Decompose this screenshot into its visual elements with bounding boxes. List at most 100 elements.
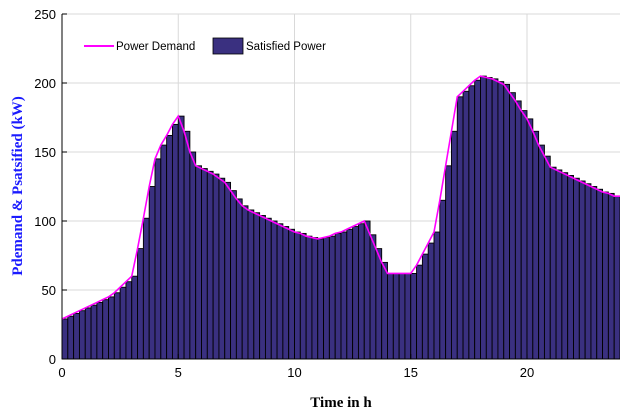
satisfied-power-bar [276,223,284,360]
y-tick-label: 150 [34,145,56,160]
satisfied-power-bar [503,83,511,360]
satisfied-power-bar [445,165,452,360]
satisfied-power-bar [148,186,156,360]
satisfied-power-bar [387,272,394,360]
satisfied-power-bar [311,237,319,360]
satisfied-power-bar [474,79,481,360]
satisfied-power-bar [212,173,220,360]
satisfied-power-bar [363,220,371,360]
satisfied-power-bar [607,192,615,360]
satisfied-power-bar [462,90,470,360]
y-tick-label: 100 [34,214,56,229]
satisfied-power-bar [323,237,330,360]
satisfied-power-bar [299,232,307,360]
satisfied-power-bar [520,110,528,360]
satisfied-power-bar [613,195,620,360]
satisfied-power-bar [270,220,278,360]
satisfied-power-bar [230,190,237,360]
satisfied-power-bar [305,235,313,360]
power-demand-line-layer [61,75,620,320]
y-tick-label: 50 [42,283,56,298]
satisfied-power-bar [480,75,487,360]
satisfied-power-bar [102,299,109,360]
satisfied-power-bar [247,209,255,360]
satisfied-power-bar [375,248,383,360]
satisfied-power-bar [125,281,133,360]
satisfied-power-bar [294,231,301,360]
legend-label-power-demand: Power Demand [116,41,195,53]
satisfied-power-bar [497,81,505,360]
satisfied-power-bar [259,215,266,360]
satisfied-power-bar [189,151,197,360]
satisfied-power-bar [218,177,226,360]
satisfied-power-bar [142,217,150,360]
satisfied-power-bar [369,234,377,360]
satisfied-power-bar [346,228,354,360]
satisfied-power-bar [177,115,185,360]
satisfied-power-bar [67,315,75,360]
satisfied-power-bar [392,272,400,360]
satisfied-power-bar [398,272,406,360]
satisfied-power-bar [195,165,202,360]
tick-labels: 0 50 100 150 200 250 0 5 10 15 20 [34,7,534,380]
satisfied-power-bar [549,166,557,360]
satisfied-power-bar [468,85,476,360]
satisfied-power-bar [410,272,418,360]
satisfied-power-bar [340,231,348,360]
satisfied-power-bar [509,92,516,360]
x-axis-title: Time in h [310,395,372,411]
satisfied-power-bar [328,235,336,360]
satisfied-power-bar [73,313,80,360]
satisfied-power-bar [357,223,365,360]
satisfied-power-bar [543,155,551,360]
satisfied-power-bar [602,191,609,360]
satisfied-power-bar [421,253,429,360]
satisfied-power-bar [381,261,388,360]
satisfied-power-bar [108,296,115,360]
satisfied-power-bar [90,304,98,360]
satisfied-power-bar [427,242,435,360]
x-tick-label: 20 [520,365,534,380]
satisfied-power-bar [119,286,127,360]
satisfied-power-bar [491,78,499,360]
satisfied-power-bar [131,275,139,360]
x-tick-label: 15 [404,365,418,380]
satisfied-power-bar [555,169,563,360]
satisfied-power-bar [241,205,249,360]
satisfied-power-bar [96,301,104,360]
satisfied-power-bar [416,264,423,360]
satisfied-power-bar [235,198,243,360]
y-tick-label: 250 [34,7,56,22]
satisfied-power-bar [526,118,534,360]
satisfied-power-bar [282,226,290,360]
satisfied-power-bar [334,232,342,360]
satisfied-power-bar [538,144,545,360]
legend-bar-swatch [212,37,244,55]
legend-label-satisfied-power: Satisfied Power [246,41,326,53]
satisfied-power-bar [201,168,208,360]
satisfied-power-bar [578,180,586,360]
satisfied-power-bar [433,231,441,360]
x-tick-label: 0 [58,365,65,380]
x-tick-label: 5 [175,365,182,380]
satisfied-power-bar [288,228,295,360]
satisfied-power-bar [78,310,86,360]
satisfied-power-bar [590,186,598,360]
satisfied-power-bar [183,130,191,360]
satisfied-power-bar [456,96,464,360]
satisfied-power-bar [84,307,92,360]
x-tick-label: 10 [287,365,301,380]
satisfied-power-bar [137,248,144,360]
satisfied-power-bar [573,177,580,360]
satisfied-power-bar [61,318,69,360]
satisfied-power-bar [264,217,272,360]
satisfied-power-bar [596,188,604,360]
satisfied-power-bar [160,144,168,360]
satisfied-power-bar [206,170,214,360]
legend: Power Demand Satisfied Power [84,37,326,55]
satisfied-power-bar [567,175,574,360]
satisfied-power-bar [171,123,179,360]
satisfied-power-bar [584,183,592,360]
satisfied-power-bar [154,158,162,360]
